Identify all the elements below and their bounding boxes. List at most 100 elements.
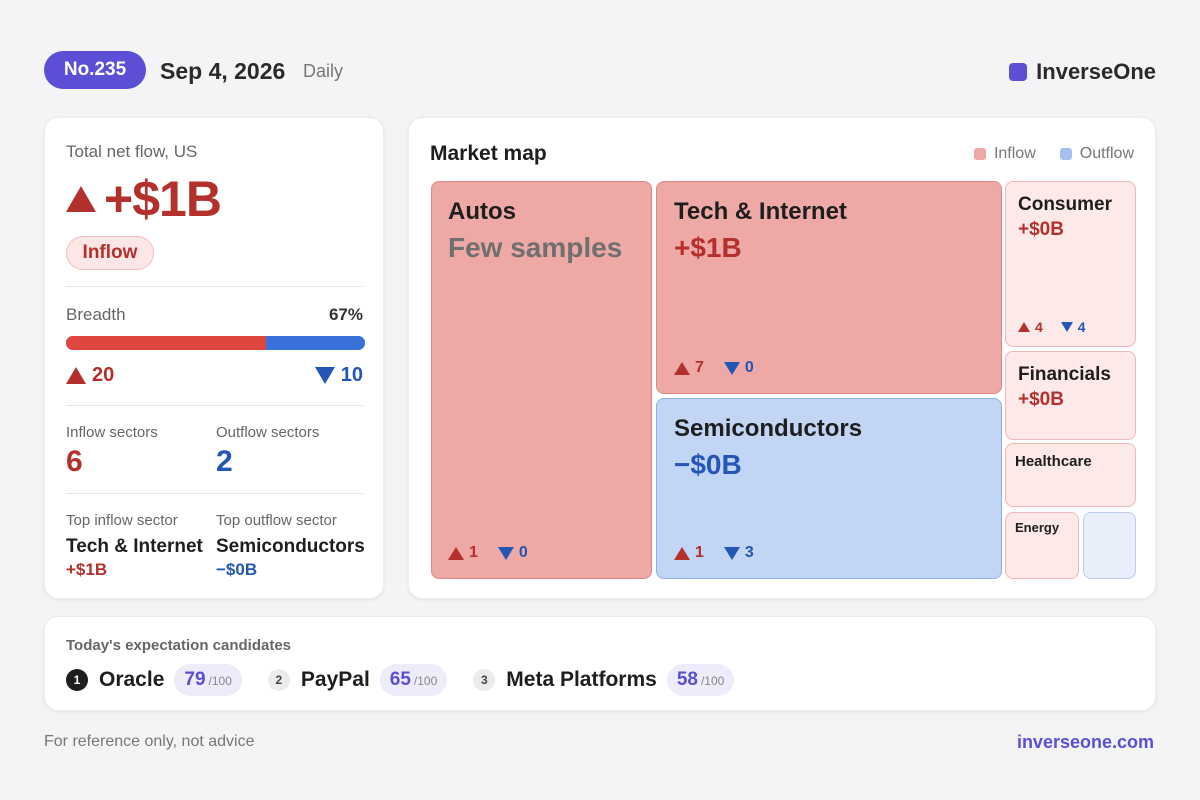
tile-autos-down: 0 bbox=[518, 544, 528, 561]
tile-autos-value: Few samples bbox=[448, 232, 623, 263]
divider bbox=[66, 405, 363, 406]
tile-consumer-value: +$0B bbox=[1018, 219, 1064, 240]
report-period: Daily bbox=[303, 61, 344, 81]
issue-badge: No.235 bbox=[44, 51, 146, 89]
top-outflow-sector-name: Semiconductors bbox=[216, 536, 365, 557]
advancers-value: 20 bbox=[92, 364, 115, 386]
outflow-sectors-count: 2 bbox=[216, 445, 233, 478]
tile-consumer-down: 4 bbox=[1077, 319, 1086, 335]
candidates-label: Today's expectation candidates bbox=[66, 637, 292, 654]
direction-pill: Inflow bbox=[66, 236, 154, 270]
candidate-score-value: 58 bbox=[676, 669, 698, 690]
decliners-value: 10 bbox=[340, 364, 363, 386]
down-arrow-icon bbox=[1060, 322, 1073, 332]
brand-name: InverseOne bbox=[1036, 59, 1156, 84]
tile-financials-value: +$0B bbox=[1018, 389, 1064, 410]
advancers-count: 20 bbox=[66, 364, 114, 387]
total-net-flow-label: Total net flow, US bbox=[66, 142, 198, 161]
candidates-list: 1 Oracle 79 /100 2 PayPal 65 /100 3 Meta… bbox=[66, 664, 760, 696]
up-arrow-icon bbox=[66, 367, 86, 384]
divider bbox=[66, 493, 363, 494]
up-arrow-icon bbox=[448, 546, 464, 560]
legend-outflow-label: Outflow bbox=[1079, 145, 1134, 162]
candidate-score-max: /100 bbox=[413, 674, 438, 688]
down-arrow-icon bbox=[723, 361, 740, 375]
down-arrow-icon bbox=[497, 546, 514, 560]
header: No.235 Sep 4, 2026 Daily InverseOne bbox=[44, 51, 1156, 91]
top-inflow-sector-name: Tech & Internet bbox=[66, 536, 203, 557]
legend-outflow-swatch bbox=[1059, 148, 1072, 160]
tile-semiconductors[interactable]: Semiconductors −$0B 1 3 bbox=[656, 398, 1002, 579]
candidate-item[interactable]: 3 Meta Platforms 58 /100 bbox=[473, 664, 735, 696]
decliners-count: 10 bbox=[314, 364, 363, 387]
tile-tech-internet[interactable]: Tech & Internet +$1B 7 0 bbox=[656, 181, 1002, 394]
total-net-flow-value: +$1B bbox=[104, 171, 222, 227]
candidate-item[interactable]: 2 PayPal 65 /100 bbox=[267, 664, 448, 696]
candidate-name: Meta Platforms bbox=[506, 668, 657, 691]
tile-consumer[interactable]: Consumer +$0B 4 4 bbox=[1005, 181, 1136, 347]
candidate-name: Oracle bbox=[99, 668, 165, 691]
inflow-sectors-count: 6 bbox=[66, 445, 83, 478]
up-arrow-icon bbox=[674, 546, 690, 560]
market-map-card: Market map Inflow Outflow Autos Few samp… bbox=[408, 117, 1156, 599]
tile-tech-name: Tech & Internet bbox=[674, 198, 847, 225]
candidate-score-max: /100 bbox=[700, 674, 725, 688]
inflow-sectors-label: Inflow sectors bbox=[66, 424, 158, 441]
legend-inflow-label: Inflow bbox=[993, 145, 1036, 162]
up-arrow-icon bbox=[66, 186, 96, 212]
site-link[interactable]: inverseone.com bbox=[1016, 732, 1154, 752]
breadth-bar bbox=[66, 336, 365, 350]
tile-tech-counts: 7 0 bbox=[674, 359, 754, 377]
tile-healthcare-name: Healthcare bbox=[1015, 453, 1092, 470]
tile-energy-name: Energy bbox=[1015, 520, 1060, 535]
candidate-score-max: /100 bbox=[208, 674, 232, 688]
legend-inflow-swatch bbox=[973, 148, 986, 160]
top-inflow-sector-label: Top inflow sector bbox=[66, 512, 178, 529]
tile-financials[interactable]: Financials +$0B bbox=[1005, 351, 1136, 440]
tile-tech-value: +$1B bbox=[674, 232, 742, 263]
tile-autos-name: Autos bbox=[448, 198, 516, 225]
candidate-rank: 3 bbox=[473, 669, 496, 691]
tile-consumer-up: 4 bbox=[1035, 319, 1043, 335]
tile-consumer-counts: 4 4 bbox=[1018, 319, 1086, 335]
tile-semis-down: 3 bbox=[744, 544, 754, 561]
down-arrow-icon bbox=[314, 367, 335, 384]
report-date: Sep 4, 2026 bbox=[160, 58, 286, 84]
candidates-card: Today's expectation candidates 1 Oracle … bbox=[44, 616, 1156, 711]
breadth-bar-inflow bbox=[66, 336, 267, 350]
tile-autos-up: 1 bbox=[469, 544, 478, 561]
candidate-item[interactable]: 1 Oracle 79 /100 bbox=[66, 664, 242, 696]
tile-semis-value: −$0B bbox=[674, 449, 742, 480]
up-arrow-icon bbox=[1018, 322, 1030, 332]
tile-tech-up: 7 bbox=[695, 359, 704, 376]
market-map-title: Market map bbox=[430, 142, 547, 165]
outflow-sectors-label: Outflow sectors bbox=[216, 424, 320, 441]
candidate-score: 65 /100 bbox=[379, 664, 448, 696]
candidate-rank: 1 bbox=[66, 669, 88, 691]
tile-semis-name: Semiconductors bbox=[674, 415, 863, 442]
top-outflow-sector-value: −$0B bbox=[216, 560, 258, 579]
tile-energy[interactable]: Energy bbox=[1005, 512, 1079, 579]
candidate-name: PayPal bbox=[300, 668, 370, 691]
tile-unlabeled-outflow[interactable] bbox=[1083, 512, 1136, 579]
tile-autos[interactable]: Autos Few samples 1 0 bbox=[431, 181, 652, 579]
tile-financials-name: Financials bbox=[1018, 364, 1111, 385]
breadth-bar-outflow bbox=[266, 336, 365, 350]
candidate-rank: 2 bbox=[267, 669, 290, 691]
brand-logo-icon bbox=[1009, 63, 1028, 81]
breadth-percent: 67% bbox=[328, 305, 363, 324]
top-inflow-sector-value: +$1B bbox=[66, 560, 108, 579]
disclaimer: For reference only, not advice bbox=[44, 733, 255, 750]
down-arrow-icon bbox=[723, 546, 740, 560]
candidate-score-value: 79 bbox=[184, 669, 206, 690]
candidate-score: 79 /100 bbox=[174, 664, 242, 696]
tile-healthcare[interactable]: Healthcare bbox=[1005, 443, 1136, 507]
brand: InverseOne bbox=[1009, 59, 1156, 85]
total-net-flow: +$1B bbox=[66, 170, 222, 228]
market-map-legend: Inflow Outflow bbox=[973, 145, 1134, 163]
candidate-score-value: 65 bbox=[389, 669, 411, 690]
top-outflow-sector-label: Top outflow sector bbox=[216, 512, 337, 529]
tile-semis-counts: 1 3 bbox=[674, 544, 754, 562]
tile-consumer-name: Consumer bbox=[1018, 194, 1112, 215]
up-arrow-icon bbox=[674, 361, 690, 375]
